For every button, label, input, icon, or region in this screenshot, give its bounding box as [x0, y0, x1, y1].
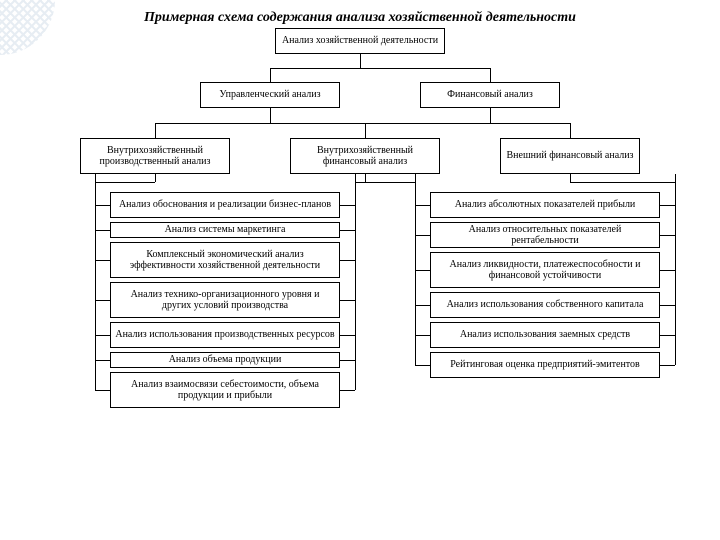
connector-line — [95, 230, 110, 231]
connector-line — [155, 174, 156, 182]
connector-line — [570, 174, 571, 182]
connector-line — [340, 360, 355, 361]
connector-line — [570, 123, 571, 138]
connector-line — [340, 205, 355, 206]
connector-line — [415, 365, 430, 366]
connector-line — [660, 305, 675, 306]
connector-line — [415, 270, 430, 271]
connector-line — [675, 174, 676, 365]
connector-line — [365, 174, 366, 182]
connector-line — [570, 182, 675, 183]
connector-line — [95, 260, 110, 261]
node-L5: Анализ использования производственных ре… — [110, 322, 340, 348]
node-L7: Анализ взаимосвязи себестоимости, объема… — [110, 372, 340, 408]
connector-line — [355, 182, 365, 183]
connector-line — [95, 390, 110, 391]
connector-line — [660, 205, 675, 206]
connector-line — [660, 270, 675, 271]
connector-line — [340, 335, 355, 336]
connector-line — [155, 123, 365, 124]
node-L3: Комплексный экономический анализ эффекти… — [110, 242, 340, 278]
node-lvl2b: Финансовый анализ — [420, 82, 560, 108]
connector-line — [340, 300, 355, 301]
connector-line — [340, 230, 355, 231]
connector-line — [95, 300, 110, 301]
diagram-title: Примерная схема содержания анализа хозяй… — [0, 10, 720, 26]
node-L1: Анализ обоснования и реализации бизнес-п… — [110, 192, 340, 218]
node-R1: Анализ абсолютных показателей прибыли — [430, 192, 660, 218]
connector-line — [155, 123, 156, 138]
connector-line — [415, 205, 430, 206]
connector-line — [270, 108, 271, 123]
connector-line — [660, 335, 675, 336]
node-root: Анализ хозяйственной деятельности — [275, 28, 445, 54]
node-L4: Анализ технико-организационного уровня и… — [110, 282, 340, 318]
node-lvl2a: Управленческий анализ — [200, 82, 340, 108]
connector-line — [340, 390, 355, 391]
node-R2: Анализ относительных показателей рентабе… — [430, 222, 660, 248]
connector-line — [490, 68, 491, 82]
node-R4: Анализ использования собственного капита… — [430, 292, 660, 318]
connector-line — [355, 174, 356, 390]
node-R5: Анализ использования заемных средств — [430, 322, 660, 348]
connector-line — [415, 235, 430, 236]
connector-line — [340, 260, 355, 261]
node-lvl3c: Внешний финансовый анализ — [500, 138, 640, 174]
connector-line — [95, 205, 110, 206]
node-lvl3b: Внутрихозяйственный финансовый анализ — [290, 138, 440, 174]
connector-line — [270, 68, 490, 69]
connector-line — [415, 335, 430, 336]
connector-line — [660, 365, 675, 366]
connector-line — [365, 123, 570, 124]
node-lvl3a: Внутрихозяйственный производственный ана… — [80, 138, 230, 174]
node-L6: Анализ объема продукции — [110, 352, 340, 368]
connector-line — [95, 360, 110, 361]
node-R3: Анализ ликвидности, платежеспособности и… — [430, 252, 660, 288]
node-R6: Рейтинговая оценка предприятий-эмитентов — [430, 352, 660, 378]
connector-line — [490, 108, 491, 123]
connector-line — [360, 54, 361, 68]
connector-line — [270, 68, 271, 82]
connector-line — [95, 182, 155, 183]
node-L2: Анализ системы маркетинга — [110, 222, 340, 238]
connector-line — [365, 182, 415, 183]
connector-line — [95, 335, 110, 336]
connector-line — [660, 235, 675, 236]
connector-line — [95, 174, 96, 390]
connector-line — [365, 123, 366, 138]
connector-line — [80, 156, 81, 157]
corner-decoration — [0, 0, 55, 55]
connector-line — [415, 305, 430, 306]
